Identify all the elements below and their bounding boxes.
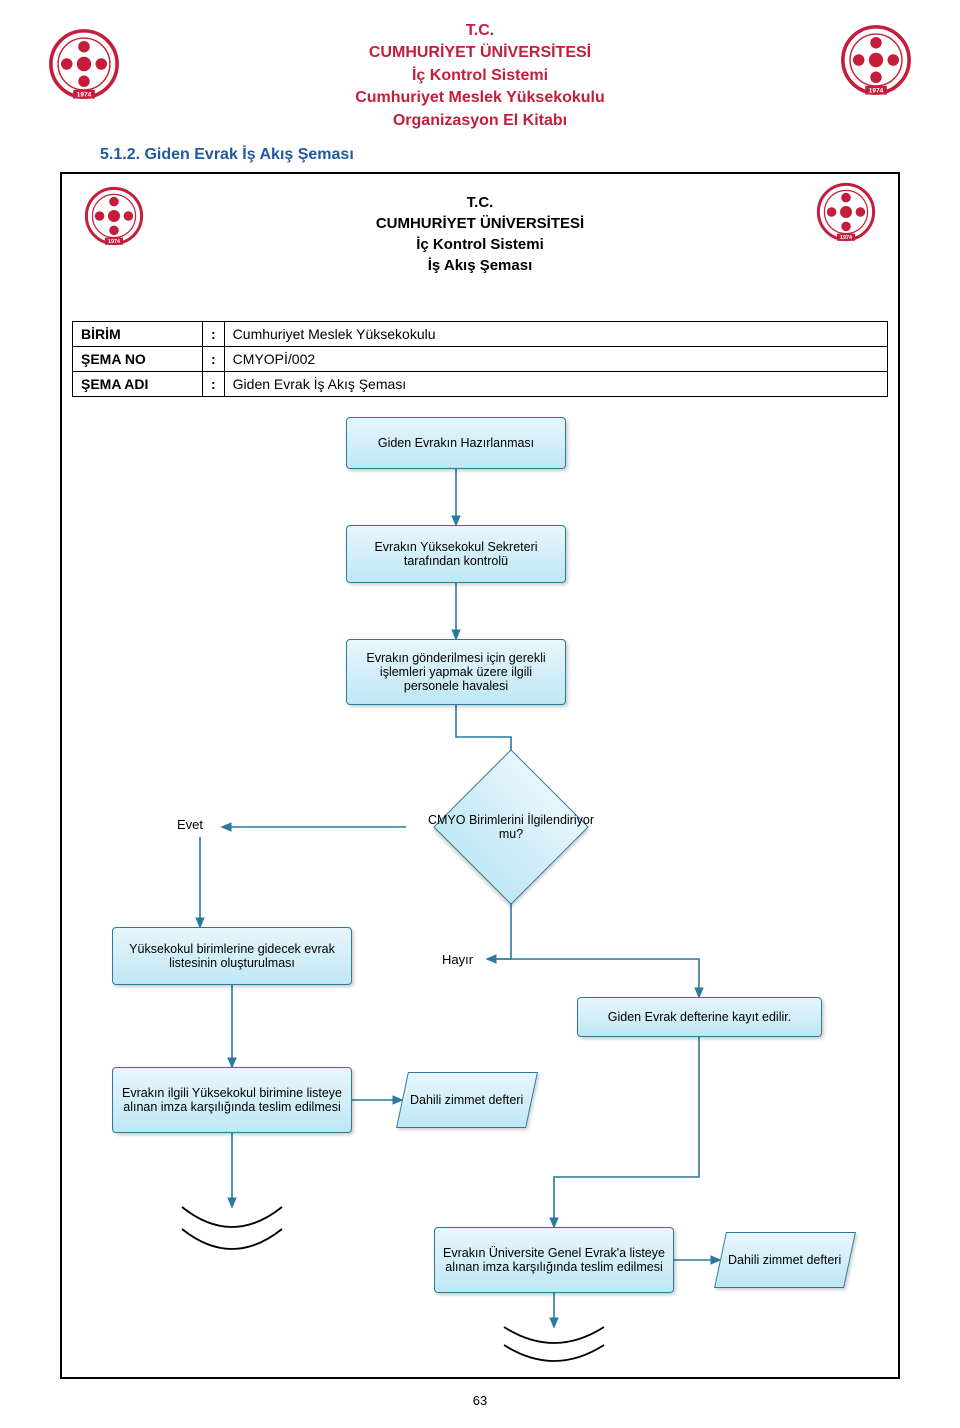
university-logo-icon: 1974: [84, 186, 144, 246]
svg-text:1974: 1974: [77, 91, 92, 98]
flow-decision-text: CMYO Birimlerini İlgilendiriyor mu?: [406, 772, 616, 882]
sub-header-line: İş Akış Şeması: [72, 255, 888, 276]
flow-label-evet: Evet: [177, 817, 203, 832]
flow-process-n5: Giden Evrak defterine kayıt edilir.: [577, 997, 822, 1037]
meta-value: Giden Evrak İş Akış Şeması: [224, 371, 887, 396]
svg-text:1974: 1974: [869, 87, 884, 94]
flow-process-n3: Evrakın gönderilmesi için gerekli işleml…: [346, 639, 566, 705]
svg-text:1974: 1974: [108, 239, 120, 245]
header-line: CUMHURİYET ÜNİVERSİTESİ: [60, 42, 900, 64]
flow-decision: CMYO Birimlerini İlgilendiriyor mu?: [406, 772, 616, 882]
flow-document-text: Dahili zimmet defteri: [410, 1093, 523, 1107]
meta-label: BİRİM: [73, 321, 203, 346]
header-line: Cumhuriyet Meslek Yüksekokulu: [60, 87, 900, 109]
table-row: ŞEMA NO : CMYOPİ/002: [73, 346, 888, 371]
meta-value: Cumhuriyet Meslek Yüksekokulu: [224, 321, 887, 346]
flow-process-n6: Evrakın ilgili Yüksekokul birimine liste…: [112, 1067, 352, 1133]
meta-colon: :: [203, 371, 225, 396]
document-header: T.C. CUMHURİYET ÜNİVERSİTESİ İç Kontrol …: [60, 20, 900, 132]
page-number: 63: [60, 1393, 900, 1408]
header-line: Organizasyon El Kitabı: [60, 110, 900, 132]
meta-label: ŞEMA ADI: [73, 371, 203, 396]
page: 1974 1974 T.C. CUMHURİYET ÜNİVERSİTESİ İ…: [0, 0, 960, 1428]
sub-header-line: İç Kontrol Sistemi: [72, 234, 888, 255]
meta-colon: :: [203, 321, 225, 346]
university-logo-icon: 1974: [816, 182, 876, 242]
meta-value: CMYOPİ/002: [224, 346, 887, 371]
sub-header: T.C. CUMHURİYET ÜNİVERSİTESİ İç Kontrol …: [72, 192, 888, 276]
sub-header-line: T.C.: [72, 192, 888, 213]
flow-document-doc1: Dahili zimmet defteri: [396, 1072, 538, 1128]
flow-process-n4: Yüksekokul birimlerine gidecek evrak lis…: [112, 927, 352, 985]
meta-label: ŞEMA NO: [73, 346, 203, 371]
flow-document-text: Dahili zimmet defteri: [728, 1253, 841, 1267]
flowchart-container: 1974 1974 T.C. CUMHURİYET ÜNİVERSİTESİ İ…: [60, 172, 900, 1379]
flow-label-hayir: Hayır: [442, 952, 473, 967]
table-row: BİRİM : Cumhuriyet Meslek Yüksekokulu: [73, 321, 888, 346]
flow-process-n7: Evrakın Üniversite Genel Evrak'a listeye…: [434, 1227, 674, 1293]
flowchart-area: Giden Evrakın Hazırlanması Evrakın Yükse…: [72, 407, 888, 1367]
section-title: 5.1.2. Giden Evrak İş Akış Şeması: [100, 146, 900, 164]
flow-process-n2: Evrakın Yüksekokul Sekreteri tarafından …: [346, 525, 566, 583]
meta-table: BİRİM : Cumhuriyet Meslek Yüksekokulu ŞE…: [72, 321, 888, 397]
sub-header-line: CUMHURİYET ÜNİVERSİTESİ: [72, 213, 888, 234]
university-logo-icon: 1974: [48, 28, 120, 100]
header-line: T.C.: [60, 20, 900, 42]
university-logo-icon: 1974: [840, 24, 912, 96]
flow-process-n1: Giden Evrakın Hazırlanması: [346, 417, 566, 469]
svg-text:1974: 1974: [840, 235, 852, 241]
flow-document-doc2: Dahili zimmet defteri: [714, 1232, 856, 1288]
meta-colon: :: [203, 346, 225, 371]
table-row: ŞEMA ADI : Giden Evrak İş Akış Şeması: [73, 371, 888, 396]
header-line: İç Kontrol Sistemi: [60, 65, 900, 87]
